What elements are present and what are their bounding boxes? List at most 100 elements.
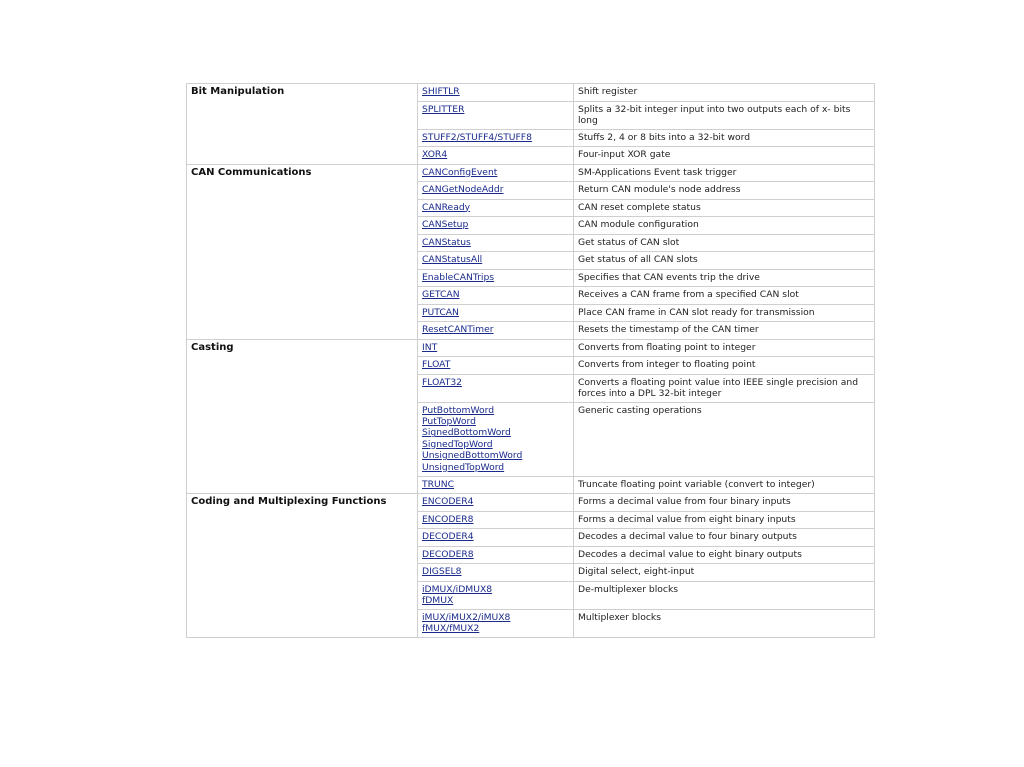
function-cell: FLOAT32 — [417, 373, 574, 403]
function-description: Splits a 32-bit integer input into two o… — [573, 100, 875, 130]
table-row: CANStatus Get status of CAN slot — [187, 233, 875, 252]
function-link[interactable]: CANStatus — [422, 236, 471, 248]
function-link[interactable]: INT — [422, 341, 438, 353]
function-link[interactable]: CANReady — [422, 201, 471, 213]
table-row: iDMUX/iDMUX8 fDMUX De-multiplexer blocks — [187, 580, 875, 610]
function-description: Forms a decimal value from eight binary … — [573, 510, 875, 529]
function-link[interactable]: fDMUX — [422, 594, 454, 606]
function-description: Get status of all CAN slots — [573, 251, 875, 270]
table-row: ResetCANTimer Resets the timestamp of the… — [187, 321, 875, 340]
function-link[interactable]: fMUX/fMUX2 — [422, 622, 480, 634]
table-row: PutBottomWord PutTopWord SignedBottomWord S… — [187, 401, 875, 477]
category-label: Casting — [186, 338, 418, 494]
function-description: De-multiplexer blocks — [573, 580, 875, 610]
function-description: Decodes a decimal value to four binary o… — [573, 528, 875, 547]
function-cell: TRUNC — [417, 475, 574, 494]
function-description: Converts from floating point to integer — [573, 338, 875, 357]
function-link[interactable]: PutTopWord — [422, 415, 476, 427]
function-cell: CANStatusAll — [417, 251, 574, 270]
function-link[interactable]: CANStatusAll — [422, 254, 483, 265]
function-cell: ResetCANTimer — [417, 321, 574, 340]
function-description: Place CAN frame in CAN slot ready for tr… — [573, 303, 875, 322]
table-row: PUTCAN Place CAN frame in CAN slot ready … — [187, 303, 875, 322]
function-link[interactable]: FLOAT32 — [422, 376, 463, 388]
function-link[interactable]: SHIFTLR — [422, 86, 460, 97]
function-link[interactable]: ENCODER8 — [422, 513, 474, 525]
function-link[interactable]: iDMUX/iDMUX8 — [422, 583, 493, 595]
table-row: CANSetup CAN module configuration — [187, 216, 875, 235]
function-cell: STUFF2/STUFF4/STUFF8 — [417, 128, 574, 147]
function-cell: CANReady — [417, 198, 574, 217]
function-cell: ENCODER4 — [417, 493, 574, 512]
function-cell: CANSetup — [417, 216, 574, 235]
function-link[interactable]: CANGetNodeAddr — [422, 184, 504, 195]
function-link[interactable]: DECODER4 — [422, 531, 474, 542]
function-link[interactable]: SignedTopWord — [422, 438, 493, 450]
function-description: Stuffs 2, 4 or 8 bits into a 32-bit word — [573, 128, 875, 147]
function-description: Shift register — [573, 83, 875, 102]
function-cell: DECODER8 — [417, 545, 574, 564]
function-description: Receives a CAN frame from a specified CA… — [573, 286, 875, 305]
table-row: Bit Manipulation SHIFTLR Shift register — [186, 83, 875, 165]
function-cell: CANConfigEvent — [417, 163, 574, 182]
function-description: SM-Applications Event task trigger — [573, 163, 875, 182]
function-description: Forms a decimal value from four binary i… — [573, 493, 875, 512]
function-link[interactable]: TRUNC — [422, 478, 455, 490]
function-cell: PutBottomWord PutTopWord SignedBottomWord S… — [417, 401, 574, 477]
category-label: CAN Communications — [186, 163, 418, 340]
function-link[interactable]: XOR4 — [422, 149, 448, 160]
function-cell: SHIFTLR — [417, 83, 574, 102]
function-description: Truncate floating point variable (conver… — [573, 475, 875, 494]
function-link[interactable]: DECODER8 — [422, 548, 474, 560]
function-link[interactable]: GETCAN — [422, 289, 460, 300]
function-description: Specifies that CAN events trip the drive — [573, 268, 875, 287]
function-link[interactable]: PutBottomWord — [422, 404, 495, 416]
function-description: Decodes a decimal value to eight binary … — [573, 545, 875, 564]
function-link[interactable]: STUFF2/STUFF4/STUFF8 — [422, 131, 532, 143]
function-cell: FLOAT — [417, 356, 574, 375]
function-cell: INT — [417, 338, 574, 357]
function-link[interactable]: EnableCANTrips — [422, 271, 495, 283]
function-description: Converts a floating point value into IEE… — [573, 373, 875, 403]
function-cell: XOR4 — [417, 146, 574, 165]
function-link[interactable]: UnsignedBottomWord — [422, 450, 523, 462]
table-row: ENCODER8 Forms a decimal value from eight… — [187, 510, 875, 529]
function-description: Get status of CAN slot — [573, 233, 875, 252]
function-link[interactable]: FLOAT — [422, 359, 451, 370]
function-link[interactable]: iMUX/iMUX2/iMUX8 — [422, 611, 511, 623]
function-link[interactable]: DIGSEL8 — [422, 566, 462, 577]
function-cell: PUTCAN — [417, 303, 574, 322]
table-row: CANGetNodeAddr Return CAN module's node a… — [187, 181, 875, 200]
table-row: Casting INT Converts from floating point t… — [186, 338, 875, 494]
function-cell: ENCODER8 — [417, 510, 574, 529]
function-description: Generic casting operations — [573, 401, 875, 477]
table-row: FLOAT32 Converts a floating point value i… — [187, 373, 875, 403]
category-label: Coding and Multiplexing Functions — [186, 493, 418, 638]
function-description: CAN reset complete status — [573, 198, 875, 217]
function-description: Converts from integer to floating point — [573, 356, 875, 375]
function-link[interactable]: UnsignedTopWord — [422, 461, 505, 473]
table-row: iMUX/iMUX2/iMUX8 fMUX/fMUX2 Multiplexer bl… — [187, 608, 875, 638]
function-cell: GETCAN — [417, 286, 574, 305]
function-table: Bit Manipulation SHIFTLR Shift register SPL… — [186, 83, 875, 638]
function-link[interactable]: CANConfigEvent — [422, 166, 498, 178]
table-row: SPLITTER Splits a 32-bit integer input in… — [187, 100, 875, 130]
function-cell: DIGSEL8 — [417, 563, 574, 582]
function-cell: EnableCANTrips — [417, 268, 574, 287]
function-cell: iDMUX/iDMUX8 fDMUX — [417, 580, 574, 610]
table-row: CAN Communications CANConfigEvent SM-Appli… — [186, 163, 875, 340]
function-cell: SPLITTER — [417, 100, 574, 130]
function-description: Multiplexer blocks — [573, 608, 875, 638]
function-description: CAN module configuration — [573, 216, 875, 235]
function-link[interactable]: SignedBottomWord — [422, 427, 511, 439]
table-row: TRUNC Truncate floating point variable (c… — [187, 475, 875, 494]
table-row: XOR4 Four-input XOR gate — [187, 146, 875, 165]
function-link[interactable]: ResetCANTimer — [422, 324, 494, 335]
function-cell: iMUX/iMUX2/iMUX8 fMUX/fMUX2 — [417, 608, 574, 638]
table-row: GETCAN Receives a CAN frame from a specif… — [187, 286, 875, 305]
function-link[interactable]: ENCODER4 — [422, 496, 474, 507]
function-link[interactable]: SPLITTER — [422, 103, 465, 115]
function-description: Digital select, eight-input — [573, 563, 875, 582]
function-link[interactable]: CANSetup — [422, 219, 469, 230]
function-link[interactable]: PUTCAN — [422, 306, 459, 318]
